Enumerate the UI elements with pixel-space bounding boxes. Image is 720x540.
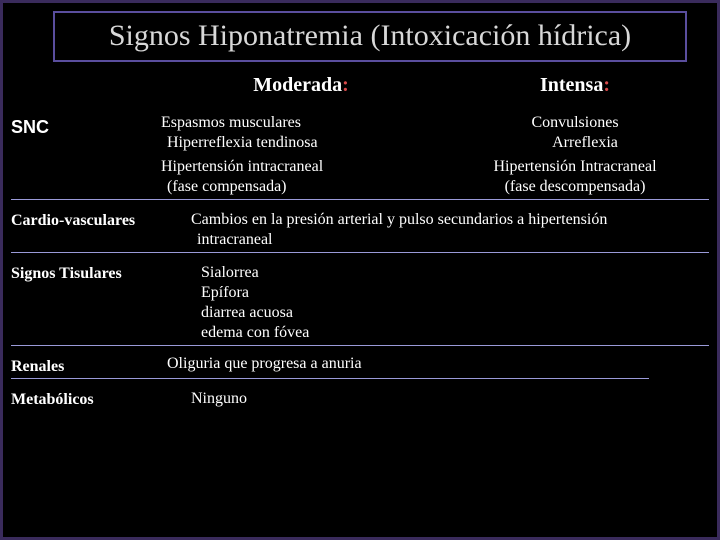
row-renales: Renales Oliguria que progresa a anuria (11, 352, 709, 376)
cardio-text: Cambios en la presión arterial y pulso s… (161, 206, 607, 250)
label-metabolicos: Metabólicos (11, 385, 161, 409)
label-renales: Renales (11, 352, 161, 376)
label-cardio: Cardio-vasculares (11, 206, 161, 230)
header-moderada-text: Moderada (253, 74, 342, 96)
label-tisulares: Signos Tisulares (11, 259, 161, 283)
header-colon: : (342, 74, 349, 96)
column-headers: Moderada: Intensa: (11, 74, 709, 97)
divider (11, 252, 709, 253)
row-metabolicos: Metabólicos Ninguno (11, 385, 709, 409)
tisulares-l3: diarrea acuosa (201, 303, 309, 323)
snc-int-l4: (fase descompensada) (441, 177, 709, 197)
tisulares-l1: Sialorrea (201, 263, 309, 283)
row-cardio: Cardio-vasculares Cambios en la presión … (11, 206, 709, 250)
snc-mod-l3: Hipertensión intracraneal (161, 157, 441, 177)
content-area: Moderada: Intensa: SNC Espasmos muscular… (3, 74, 717, 409)
divider (11, 378, 649, 379)
tisulares-l2: Epífora (201, 283, 309, 303)
row-snc-2: Hipertensión intracraneal (fase compensa… (11, 153, 709, 197)
snc-int-l3: Hipertensión Intracraneal (441, 157, 709, 177)
row-tisulares: Signos Tisulares Sialorrea Epífora diarr… (11, 259, 709, 343)
snc-int-l1: Convulsiones (441, 113, 709, 133)
snc-int-l2: Arreflexia (441, 133, 709, 153)
divider (11, 345, 709, 346)
snc-mod-l2: Hiperreflexia tendinosa (161, 133, 441, 153)
snc-intensa-1: Convulsiones Arreflexia (441, 107, 709, 153)
tisulares-l4: edema con fóvea (201, 323, 309, 343)
divider (11, 199, 709, 200)
snc-moderada-1: Espasmos musculares Hiperreflexia tendin… (161, 107, 441, 153)
renales-text: Oliguria que progresa a anuria (161, 352, 362, 374)
header-moderada: Moderada: (161, 74, 441, 97)
snc-mod-l4: (fase compensada) (161, 177, 441, 197)
cardio-text-a: Cambios en la presión arterial y pulso s… (191, 210, 607, 230)
cardio-text-b: intracraneal (191, 230, 607, 250)
header-intensa: Intensa: (441, 74, 709, 97)
title-box: Signos Hiponatremia (Intoxicación hídric… (53, 11, 687, 62)
row-snc-1: SNC Espasmos musculares Hiperreflexia te… (11, 107, 709, 153)
snc-mod-l1: Espasmos musculares (161, 113, 441, 133)
header-intensa-text: Intensa (540, 74, 603, 96)
label-snc: SNC (11, 107, 161, 138)
snc-moderada-2: Hipertensión intracraneal (fase compensa… (161, 153, 441, 197)
header-colon: : (603, 74, 610, 96)
page-title: Signos Hiponatremia (Intoxicación hídric… (65, 19, 675, 54)
snc-intensa-2: Hipertensión Intracraneal (fase descompe… (441, 153, 709, 197)
metabolicos-text: Ninguno (161, 385, 247, 409)
tisulares-text: Sialorrea Epífora diarrea acuosa edema c… (161, 259, 309, 343)
